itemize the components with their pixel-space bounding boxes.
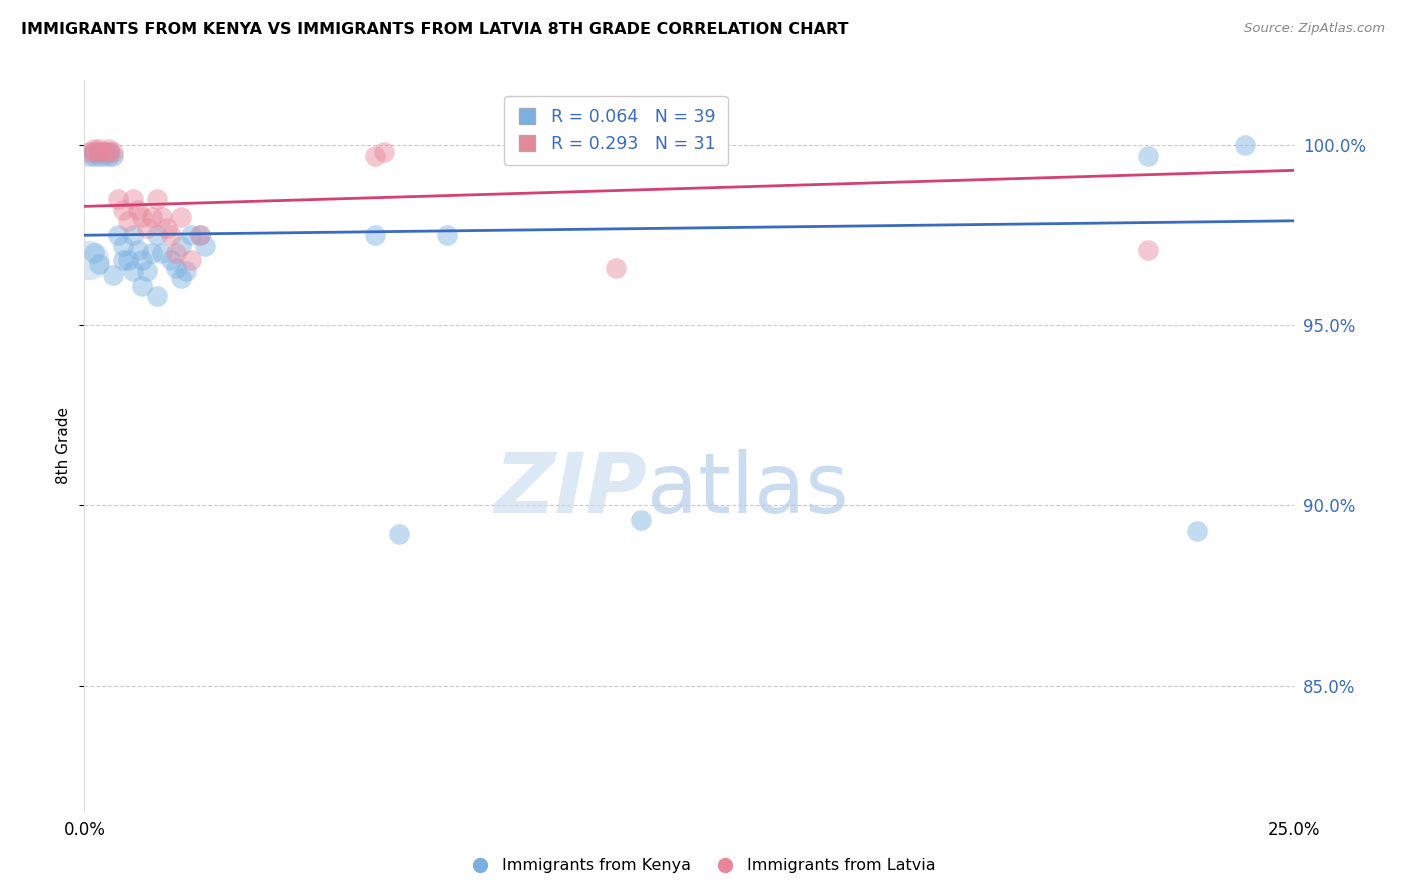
Point [121, 228, 143, 243]
Text: ZIP: ZIP [494, 450, 647, 531]
Point [180, 253, 202, 268]
Point [97, 145, 120, 160]
Point [107, 228, 129, 243]
Point [103, 145, 125, 160]
Point [87, 257, 110, 271]
Point [1137, 149, 1160, 163]
Point [165, 246, 187, 260]
Point [194, 239, 217, 253]
Point [127, 243, 149, 257]
Point [117, 214, 139, 228]
Point [388, 527, 411, 541]
Point [112, 253, 135, 268]
Point [87, 145, 110, 160]
Point [436, 228, 458, 243]
Point [136, 221, 159, 235]
Legend: R = 0.064   N = 39, R = 0.293   N = 31: R = 0.064 N = 39, R = 0.293 N = 31 [505, 96, 728, 165]
Point [117, 253, 139, 268]
Point [83, 246, 105, 260]
Point [83, 145, 105, 160]
Point [112, 239, 135, 253]
Point [87, 145, 110, 160]
Point [150, 210, 173, 224]
Point [87, 149, 110, 163]
Point [107, 192, 129, 206]
Point [131, 253, 153, 268]
Point [1234, 138, 1257, 153]
Point [141, 210, 163, 224]
Point [87, 142, 110, 156]
Text: atlas: atlas [647, 450, 848, 531]
Point [103, 149, 125, 163]
Point [121, 192, 143, 206]
Point [103, 268, 125, 282]
Point [605, 260, 627, 275]
Point [97, 145, 120, 160]
Point [150, 246, 173, 260]
Point [77, 145, 100, 160]
Point [93, 145, 115, 160]
Legend: Immigrants from Kenya, Immigrants from Latvia: Immigrants from Kenya, Immigrants from L… [464, 852, 942, 880]
Point [146, 192, 169, 206]
Point [77, 149, 100, 163]
Point [121, 264, 143, 278]
Point [363, 149, 385, 163]
Point [165, 260, 187, 275]
Point [83, 149, 105, 163]
Point [97, 149, 120, 163]
Text: Source: ZipAtlas.com: Source: ZipAtlas.com [1244, 22, 1385, 36]
Point [170, 239, 193, 253]
Point [131, 278, 153, 293]
Point [131, 210, 153, 224]
Point [97, 142, 120, 156]
Point [174, 264, 197, 278]
Point [363, 228, 385, 243]
Point [373, 145, 395, 160]
Y-axis label: 8th Grade: 8th Grade [56, 408, 72, 484]
Point [190, 228, 212, 243]
Point [77, 253, 100, 268]
Point [141, 246, 163, 260]
Point [170, 210, 193, 224]
Point [146, 289, 169, 303]
Point [1185, 524, 1208, 538]
Point [146, 228, 169, 243]
Point [136, 264, 159, 278]
Point [127, 202, 149, 217]
Point [190, 228, 212, 243]
Text: IMMIGRANTS FROM KENYA VS IMMIGRANTS FROM LATVIA 8TH GRADE CORRELATION CHART: IMMIGRANTS FROM KENYA VS IMMIGRANTS FROM… [21, 22, 849, 37]
Point [1137, 243, 1160, 257]
Point [93, 145, 115, 160]
Point [93, 149, 115, 163]
Point [155, 221, 177, 235]
Point [630, 513, 652, 527]
Point [112, 202, 135, 217]
Point [170, 271, 193, 285]
Point [83, 142, 105, 156]
Point [160, 253, 183, 268]
Point [83, 145, 105, 160]
Point [180, 228, 202, 243]
Point [160, 228, 183, 243]
